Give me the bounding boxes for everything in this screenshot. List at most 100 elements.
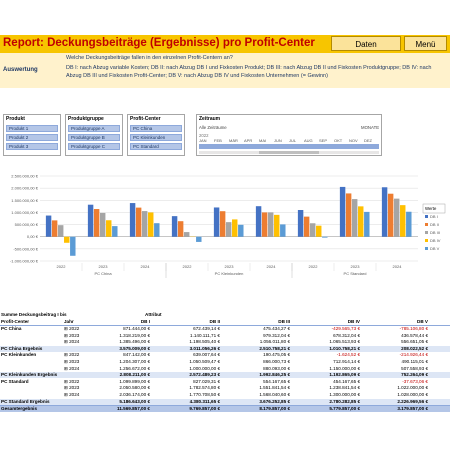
cell-value: 1.551.841,54 € — [259, 385, 290, 391]
cell-year[interactable]: ⊞ 2024 — [64, 392, 80, 397]
info-label: Auswertung — [3, 67, 38, 73]
cell-value: 2.572.489,23 € — [189, 372, 220, 378]
bar — [213, 207, 220, 237]
slicer-item[interactable]: Produkt 2 — [6, 134, 58, 141]
cell-value: -429.565,73 € — [331, 326, 360, 331]
slicer-item[interactable]: Produkt 3 — [6, 143, 58, 150]
bar — [238, 224, 244, 237]
timeline-month[interactable]: JAN — [199, 138, 207, 143]
timeline-header: Zeitraum — [199, 116, 221, 122]
timeline-month[interactable]: OKT — [334, 138, 343, 143]
bar — [267, 212, 274, 237]
bar — [51, 220, 58, 237]
bar — [93, 209, 100, 237]
y-tick-label: 500.000,00 € — [15, 222, 39, 227]
slicer-item[interactable]: Produktgruppe B — [68, 134, 120, 141]
legend-swatch — [425, 239, 428, 242]
cell-year[interactable]: ⊞ 2022 — [64, 352, 80, 358]
timeline-month[interactable]: JUN — [274, 138, 282, 143]
bar — [297, 210, 304, 237]
timeline-zeitraum[interactable]: Zeitraum Alle Zeiträume MONATE 2022 JAN F… — [196, 114, 382, 156]
timeline-subtitle: Alle Zeiträume — [199, 125, 227, 130]
attribut-filter[interactable]: Attribut — [145, 312, 162, 317]
cell-value: 208.022,52 € — [401, 345, 428, 351]
timeline-month[interactable]: MAI — [259, 138, 267, 143]
cell-value: -214.926,44 € — [399, 352, 428, 358]
y-tick-label: 1.500.000,00 € — [11, 198, 38, 203]
cell-value: 1.992.846,25 € — [259, 372, 290, 378]
bar — [400, 205, 406, 237]
bar — [274, 214, 280, 237]
table-row: PC Kleinkunden ⊞ 2022 847.142,00 € 639.007,… — [0, 352, 450, 358]
legend-swatch — [425, 231, 428, 234]
cell-value: 2.226.969,56 € — [397, 398, 428, 404]
cell-year[interactable]: ⊞ 2022 — [64, 378, 80, 384]
bar — [322, 236, 328, 238]
cell-year[interactable]: ⊞ 2024 — [64, 339, 80, 345]
cell-profit-center: PC Standard Ergebnis — [1, 398, 50, 404]
cell-value: 3.676.252,85 € — [259, 398, 290, 404]
cell-year[interactable]: ⊞ 2024 — [64, 365, 80, 371]
col-header-profit-center[interactable]: Profit-Center — [1, 319, 30, 324]
x-tick-label: 2022 — [183, 264, 193, 269]
timeline-month[interactable]: AUG — [304, 138, 313, 143]
bar — [57, 225, 64, 237]
cell-value: 1.150.000,00 € — [329, 365, 360, 371]
timeline-selection-bar[interactable] — [199, 144, 379, 149]
x-tick-label: 2024 — [393, 264, 403, 269]
bar — [351, 199, 358, 237]
legend-swatch — [425, 247, 428, 250]
timeline-unit-dropdown[interactable]: MONATE — [361, 125, 380, 130]
col-header-db5: DB V — [417, 319, 428, 324]
slicer-item[interactable]: PC Standard — [130, 143, 182, 150]
table-row: Gesamtergebnis 11.569.857,00 € 9.769.857,0… — [0, 405, 450, 413]
cell-year[interactable]: ⊞ 2023 — [64, 385, 80, 391]
cell-value: 2.050.580,00 € — [119, 385, 150, 391]
timeline-month[interactable]: SEP — [319, 138, 328, 143]
bar — [339, 186, 346, 237]
bar — [135, 207, 142, 237]
bar — [171, 216, 178, 237]
cell-value: 678.312,04 € — [333, 332, 360, 338]
slicer-item[interactable]: Produktgruppe C — [68, 143, 120, 150]
cell-year[interactable]: ⊞ 2023 — [64, 332, 80, 338]
timeline-month[interactable]: FEB — [214, 138, 222, 143]
table-row: ⊞ 2023 1.318.219,00 € 1.140.111,71 € 979.31… — [0, 333, 450, 339]
cell-value: 847.142,00 € — [123, 352, 150, 358]
slicer-item[interactable]: Produktgruppe A — [68, 125, 120, 132]
slicer-produkt: Produkt Produkt 1 Produkt 2 Produkt 3 — [3, 114, 61, 156]
refresh-data-button[interactable]: Daten aktualisieren — [331, 36, 401, 64]
cell-value: 1.065.513,93 € — [329, 339, 360, 345]
timeline-scrollbar[interactable] — [199, 151, 379, 154]
timeline-month[interactable]: MÄR — [229, 138, 238, 143]
legend-swatch — [425, 223, 428, 226]
cell-year[interactable]: ⊞ 2022 — [64, 326, 80, 331]
slicer-item[interactable]: PC Kleinkunden — [130, 134, 182, 141]
timeline-month[interactable]: JUL — [289, 138, 297, 143]
cell-year[interactable]: ⊞ 2023 — [64, 359, 80, 364]
cell-value: 507.558,93 € — [401, 365, 428, 371]
cell-value: 1.782.574,80 € — [189, 385, 220, 391]
cell-value: 2.036.174,00 € — [119, 392, 150, 397]
menu-button[interactable]: Menü — [404, 36, 447, 51]
bar — [316, 225, 322, 237]
bar — [148, 212, 154, 237]
bar — [280, 224, 286, 237]
bar — [87, 204, 94, 237]
bar — [70, 236, 76, 256]
group-label: PC Standard — [344, 271, 367, 276]
col-header-db1: DB I — [140, 319, 150, 324]
bar — [196, 236, 202, 242]
col-header-jahr[interactable]: Jahr — [64, 319, 74, 324]
cell-value: 3.179.857,00 € — [397, 406, 428, 412]
timeline-month[interactable]: APR — [244, 138, 253, 143]
slicer-item[interactable]: Produkt 1 — [6, 125, 58, 132]
timeline-month[interactable]: NOV — [349, 138, 358, 143]
timeline-month[interactable]: DEZ — [364, 138, 372, 143]
slicer-item[interactable]: PC China — [130, 125, 182, 132]
legend-label: DB III — [430, 230, 440, 235]
bar — [225, 222, 232, 237]
cell-value: 554.167,65 € — [263, 378, 290, 384]
bar — [154, 223, 160, 237]
timeline-scroll-thumb[interactable] — [259, 151, 319, 154]
